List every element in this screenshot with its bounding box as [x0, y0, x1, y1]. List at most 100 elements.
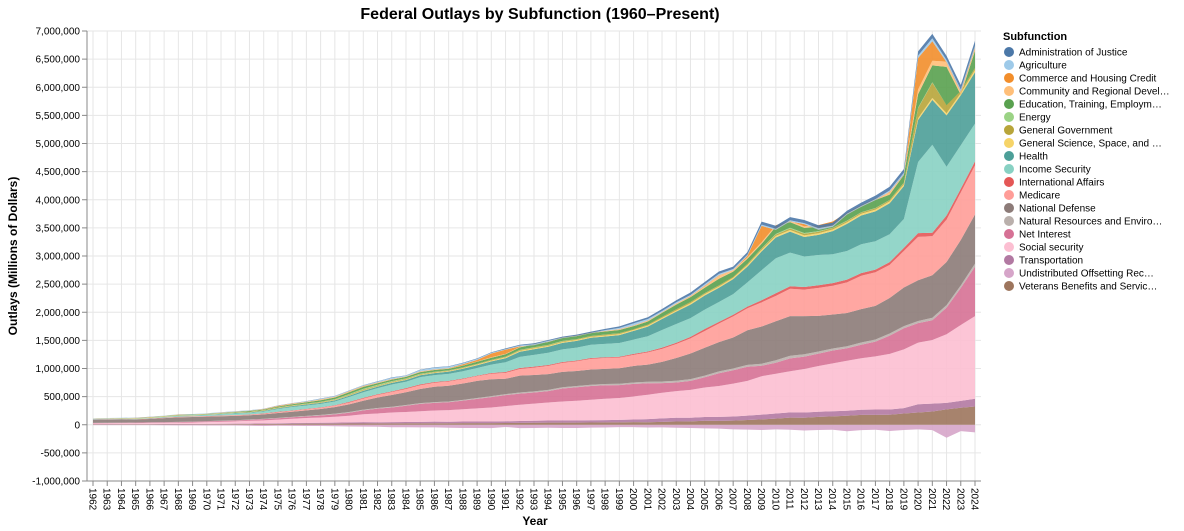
x-tick-label: 1969	[186, 488, 197, 511]
x-tick-label: 1994	[542, 488, 553, 511]
legend-label: Energy	[1019, 113, 1051, 124]
x-tick-label: 1982	[371, 488, 382, 511]
x-tick-label: 1972	[229, 488, 240, 511]
legend-label: International Affairs	[1019, 178, 1104, 189]
legend-swatch	[1004, 164, 1014, 174]
x-axis-title: Year	[522, 514, 548, 528]
legend-label: Social security	[1019, 243, 1083, 254]
x-tick-label: 1976	[286, 488, 297, 511]
legend-label: General Science, Space, and …	[1019, 139, 1162, 150]
x-tick-label: 1999	[613, 488, 624, 511]
area-medicare	[93, 165, 975, 420]
y-tick-label: 0	[74, 420, 80, 431]
legend-swatch	[1004, 138, 1014, 148]
x-tick-label: 2008	[741, 488, 752, 511]
y-tick-label: 6,000,000	[36, 83, 81, 94]
legend-swatch	[1004, 281, 1014, 291]
x-tick-label: 2014	[826, 488, 837, 511]
legend-label: Education, Training, Employm…	[1019, 100, 1162, 111]
area-social-security	[93, 316, 975, 425]
x-tick-label: 2015	[840, 488, 851, 511]
legend-label: Administration of Justice	[1019, 48, 1128, 59]
legend-label: Net Interest	[1019, 230, 1071, 241]
legend-label: Medicare	[1019, 191, 1061, 202]
x-tick-label: 1995	[556, 488, 567, 511]
chart-title: Federal Outlays by Subfunction (1960–Pre…	[360, 6, 719, 23]
y-tick-label: -500,000	[41, 448, 81, 459]
y-tick-label: 4,000,000	[36, 195, 81, 206]
legend-label: Natural Resources and Enviro…	[1019, 217, 1162, 228]
x-tick-label: 1968	[172, 488, 183, 511]
x-tick-label: 1975	[271, 488, 282, 511]
x-tick-label: 2011	[784, 488, 795, 510]
legend-swatch	[1004, 268, 1014, 278]
x-tick-label: 1963	[101, 488, 112, 511]
x-tick-label: 1988	[456, 488, 467, 511]
x-tick-label: 2000	[627, 488, 638, 511]
legend-label: Commerce and Housing Credit	[1019, 74, 1157, 85]
x-tick-label: 2007	[727, 488, 738, 511]
y-tick-label: 5,500,000	[36, 111, 81, 122]
x-tick-label: 1985	[414, 488, 425, 511]
legend-label: Health	[1019, 152, 1048, 163]
legend-swatch	[1004, 99, 1014, 109]
x-tick-label: 1987	[442, 488, 453, 511]
x-tick-label: 1996	[570, 488, 581, 511]
legend-swatch	[1004, 255, 1014, 265]
x-tick-label: 1962	[87, 488, 98, 511]
legend-label: Agriculture	[1019, 61, 1067, 72]
y-tick-label: 3,000,000	[36, 252, 81, 263]
legend-swatch	[1004, 242, 1014, 252]
x-tick-label: 1980	[343, 488, 354, 511]
legend-swatch	[1004, 86, 1014, 96]
y-tick-label: 6,500,000	[36, 55, 81, 66]
legend-label: Income Security	[1019, 165, 1091, 176]
legend-swatch	[1004, 60, 1014, 70]
x-tick-label: 1992	[513, 488, 524, 511]
y-axis-title: Outlays (Millions of Dollars)	[6, 177, 20, 336]
y-tick-label: 2,000,000	[36, 308, 81, 319]
x-tick-label: 1998	[599, 488, 610, 511]
x-tick-label: 1964	[115, 488, 126, 511]
area-income-security	[93, 123, 975, 420]
x-tick-label: 2018	[883, 488, 894, 511]
y-tick-label: -1,000,000	[32, 477, 80, 488]
x-tick-label: 1967	[158, 488, 169, 511]
x-tick-label: 1990	[485, 488, 496, 511]
legend-label: General Government	[1019, 126, 1113, 137]
area-transportation	[93, 398, 975, 425]
x-tick-label: 2022	[940, 488, 951, 511]
x-tick-label: 2021	[926, 488, 937, 511]
x-tick-label: 1973	[243, 488, 254, 511]
x-tick-label: 2019	[897, 488, 908, 511]
legend-swatch	[1004, 125, 1014, 135]
x-tick-label: 1971	[215, 488, 226, 511]
x-tick-label: 1981	[357, 488, 368, 511]
legend-label: Undistributed Offsetting Rec…	[1019, 269, 1154, 280]
x-tick-label: 1979	[328, 488, 339, 511]
legend-label: Transportation	[1019, 256, 1083, 267]
x-tick-label: 2020	[912, 488, 923, 511]
x-tick-label: 2009	[755, 488, 766, 511]
x-tick-label: 1966	[143, 488, 154, 511]
x-tick-label: 1984	[399, 488, 410, 511]
x-tick-label: 1989	[471, 488, 482, 511]
area-health	[93, 72, 975, 420]
legend-swatch	[1004, 203, 1014, 213]
x-tick-label: 2017	[869, 488, 880, 511]
x-tick-label: 1993	[528, 488, 539, 511]
legend: Subfunction Administration of Justice Agr…	[1003, 31, 1170, 293]
x-tick-label: 1978	[314, 488, 325, 511]
x-tick-label: 1977	[300, 488, 311, 511]
y-tick-label: 1,500,000	[36, 336, 81, 347]
x-tick-label: 1974	[257, 488, 268, 511]
x-tick-label: 1970	[200, 488, 211, 511]
x-tick-label: 2006	[712, 488, 723, 511]
area-veterans-benefits-and-services	[93, 406, 975, 425]
legend-swatch	[1004, 112, 1014, 122]
x-tick-label: 2013	[812, 488, 823, 511]
x-tick-label: 2024	[969, 488, 980, 511]
axes: -1,000,000 -500,000 0 500,000 1,000,000 1,500…	[32, 27, 981, 511]
